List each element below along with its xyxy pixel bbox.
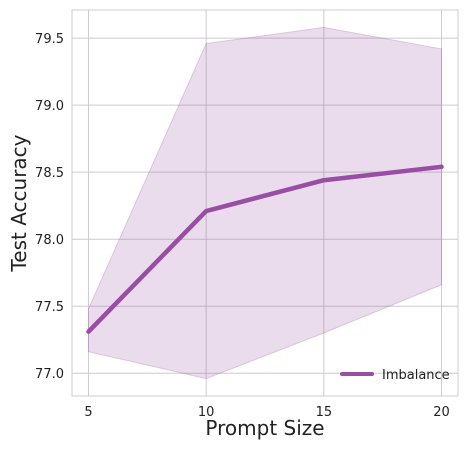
x-tick-label: 10	[198, 405, 215, 420]
x-tick-label: 5	[84, 405, 92, 420]
y-tick-label: 78.0	[35, 233, 64, 248]
series-line	[86, 164, 444, 334]
x-axis-label: Prompt Size	[205, 416, 324, 440]
series-line-layer	[86, 164, 444, 334]
y-tick-label: 77.0	[35, 367, 64, 382]
confidence-band	[87, 26, 443, 380]
y-tick-label: 77.5	[35, 300, 64, 315]
y-tick-label: 79.0	[35, 99, 64, 114]
y-tick-label: 79.5	[35, 32, 64, 47]
legend-label-imbalance: Imbalance	[382, 368, 450, 383]
y-tick-label: 78.5	[35, 166, 64, 181]
x-tick-label: 20	[433, 405, 450, 420]
x-tick-labels: 5 10 15 20	[84, 405, 449, 420]
confidence-band-layer	[87, 26, 443, 380]
y-tick-labels: 77.0 77.5 78.0 78.5 79.0 79.5	[35, 32, 64, 382]
y-axis-label: Test Accuracy	[7, 134, 31, 272]
x-tick-label: 15	[316, 405, 333, 420]
legend: Imbalance	[340, 368, 450, 383]
plot-area	[71, 9, 459, 397]
